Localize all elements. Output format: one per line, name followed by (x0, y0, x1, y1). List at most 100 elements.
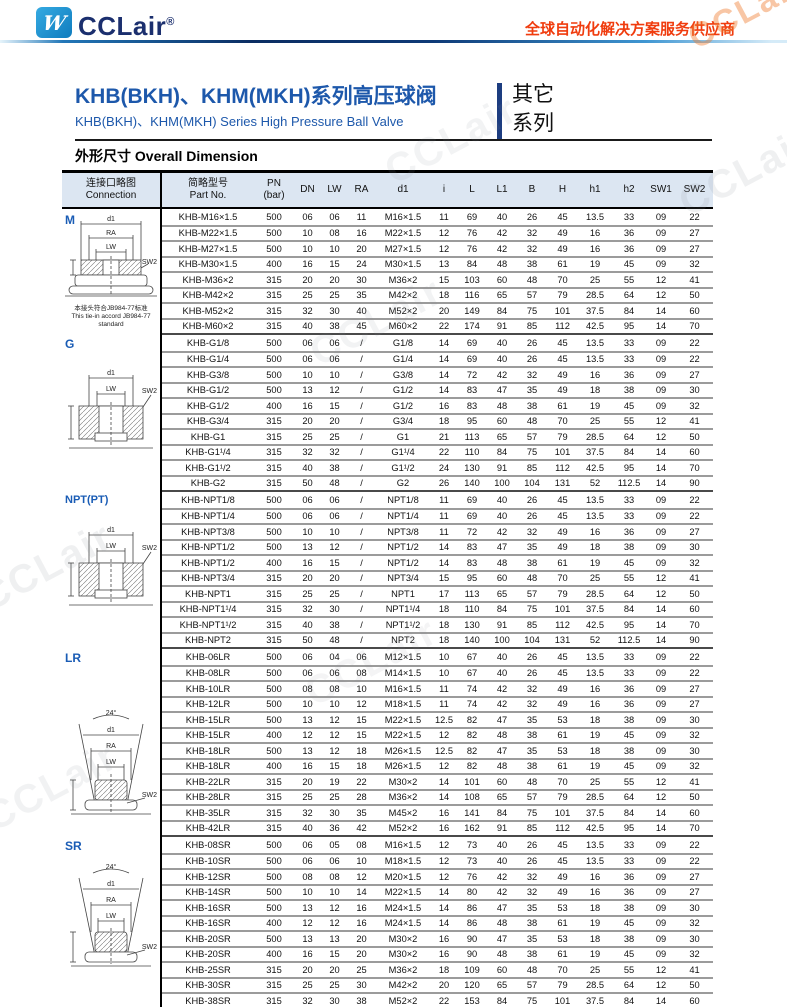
cell-b: 32 (526, 369, 538, 380)
cell-sw2: 90 (689, 635, 700, 646)
cell-l: 69 (466, 354, 478, 365)
table-row: KHB-M30×1.5 400 16 15 24 M30×1.5 13 84 48 38 61 19 4… (162, 255, 713, 272)
cell-l: 76 (466, 871, 478, 882)
cell-i: 11 (439, 526, 449, 537)
cell-ra: / (360, 478, 363, 489)
cell-b: 57 (526, 431, 538, 442)
cell-lw: 25 (329, 588, 340, 599)
svg-text:d1: d1 (107, 727, 115, 734)
cell-part-no: KHB-G1/4 (186, 354, 230, 365)
cell-pn: 400 (266, 761, 282, 772)
cell-b: 35 (526, 933, 538, 944)
cell-b: 48 (526, 776, 538, 787)
cell-d1: NPT3/4 (387, 573, 419, 584)
cell-pn: 500 (266, 542, 282, 553)
cell-b: 35 (526, 902, 538, 913)
table-row: KHB-M52×2 315 32 30 40 M52×2 20 149 84 75 101 37.5 8… (162, 302, 713, 318)
cell-i: 14 (438, 369, 450, 380)
cell-sw2: 27 (689, 887, 700, 898)
cell-b: 38 (526, 557, 538, 568)
cell-h: 70 (557, 964, 568, 975)
cell-h1: 25 (589, 776, 601, 787)
table-row: KHB-G1¹/2 315 40 38 / G1¹/2 24 130 91 85 112 42.5 95… (162, 459, 713, 475)
cell-i: 11 (439, 494, 449, 505)
table-row: KHB-NPT3/4 315 20 20 / NPT3/4 15 95 60 48 70 25 55 12… (162, 569, 713, 586)
cell-l: 140 (464, 635, 480, 646)
cell-dn: 32 (302, 995, 313, 1006)
cell-b: 75 (526, 305, 538, 316)
cell-l1: 60 (496, 274, 508, 285)
cell-i: 12 (438, 228, 450, 239)
cell-l1: 47 (496, 933, 508, 944)
cell-h: 49 (557, 542, 568, 553)
cell-b: 26 (526, 494, 538, 505)
svg-text:RA: RA (106, 897, 116, 904)
col-header-i: i (442, 184, 446, 195)
cell-l: 153 (464, 995, 480, 1006)
cell-l: 130 (464, 619, 480, 630)
cell-h2: 84 (623, 604, 635, 615)
table-row: KHB-10LR 500 08 08 10 M16×1.5 11 74 42 32 49 16 36 09… (162, 680, 713, 696)
cell-i: 14 (438, 792, 450, 803)
g-connection-diagram: d1 LW SW2 (68, 370, 157, 448)
cell-d1: NPT2 (391, 635, 415, 646)
cell-lw: 10 (329, 243, 340, 254)
cell-h1: 13.5 (585, 668, 605, 679)
cell-l: 86 (466, 902, 478, 913)
logo-mark-icon: W (36, 7, 72, 38)
cell-pn: 500 (266, 651, 282, 662)
cell-h1: 16 (589, 369, 601, 380)
table-row: KHB-G1 315 25 25 / G1 21 113 65 57 79 28.5 64 12 50 (162, 428, 713, 444)
cell-lw: 20 (329, 416, 340, 427)
cell-dn: 08 (302, 871, 313, 882)
cell-h: 61 (557, 259, 568, 270)
cell-l: 82 (466, 745, 478, 756)
m-connection-diagram: d1 RA LW SW2 (65, 216, 157, 297)
cell-dn: 06 (302, 354, 313, 365)
cell-h: 70 (557, 274, 568, 285)
cell-sw2: 32 (689, 761, 700, 772)
cell-sw2: 32 (689, 730, 700, 741)
cell-l1: 84 (496, 807, 508, 818)
cell-l: 113 (464, 588, 480, 599)
cell-h: 112 (555, 462, 570, 473)
cell-part-no: KHB-NPT1¹/4 (179, 604, 237, 615)
cell-h2: 38 (623, 933, 635, 944)
cell-dn: 25 (302, 980, 313, 991)
cell-h1: 18 (589, 542, 601, 553)
cell-d1: M16×1.5 (384, 683, 422, 694)
cell-ra: / (360, 337, 363, 348)
cell-dn: 06 (302, 668, 313, 679)
cell-h2: 95 (623, 321, 635, 332)
cell-b: 48 (526, 274, 538, 285)
cell-part-no: KHB-20SR (185, 949, 231, 960)
cell-sw2: 27 (689, 243, 700, 254)
cell-sw2: 32 (689, 259, 700, 270)
cell-d1: G1/8 (392, 337, 414, 348)
cell-h: 45 (557, 211, 568, 222)
cell-d1: M22×1.5 (384, 887, 422, 898)
cell-lw: 12 (329, 918, 340, 929)
cell-i: 16 (438, 400, 450, 411)
cell-h2: 38 (623, 542, 635, 553)
cell-part-no: KHB-M16×1.5 (178, 211, 238, 222)
col-header-d1: d1 (397, 184, 409, 195)
cell-ra: 20 (356, 933, 367, 944)
cell-l: 110 (464, 447, 480, 458)
cell-part-no: KHB-NPT1 (185, 588, 231, 599)
table-row: KHB-NPT1/2 400 16 15 / NPT1/2 14 83 48 38 61 19 45 09… (162, 554, 713, 570)
connection-cell-sr: SR 24° d1 RA LW SW2 (62, 835, 162, 1007)
cell-d1: NPT1/8 (387, 494, 419, 505)
cell-h1: 18 (589, 385, 601, 396)
cell-h: 45 (557, 651, 568, 662)
cell-pn: 500 (266, 228, 282, 239)
dimension-table: 连接口略图 Connection 简略型号 Part No. PN (bar) … (62, 170, 713, 1007)
cell-l1: 65 (496, 980, 508, 991)
cell-l1: 40 (496, 856, 508, 867)
table-row: KHB-G1/2 500 13 12 / G1/2 14 83 47 35 49 18 38 09 30 (162, 381, 713, 398)
cell-part-no: KHB-G3/8 (186, 369, 230, 380)
cell-lw: 05 (329, 839, 340, 850)
cell-l: 149 (464, 305, 480, 316)
cell-b: 75 (526, 995, 538, 1006)
cell-h: 49 (557, 683, 568, 694)
